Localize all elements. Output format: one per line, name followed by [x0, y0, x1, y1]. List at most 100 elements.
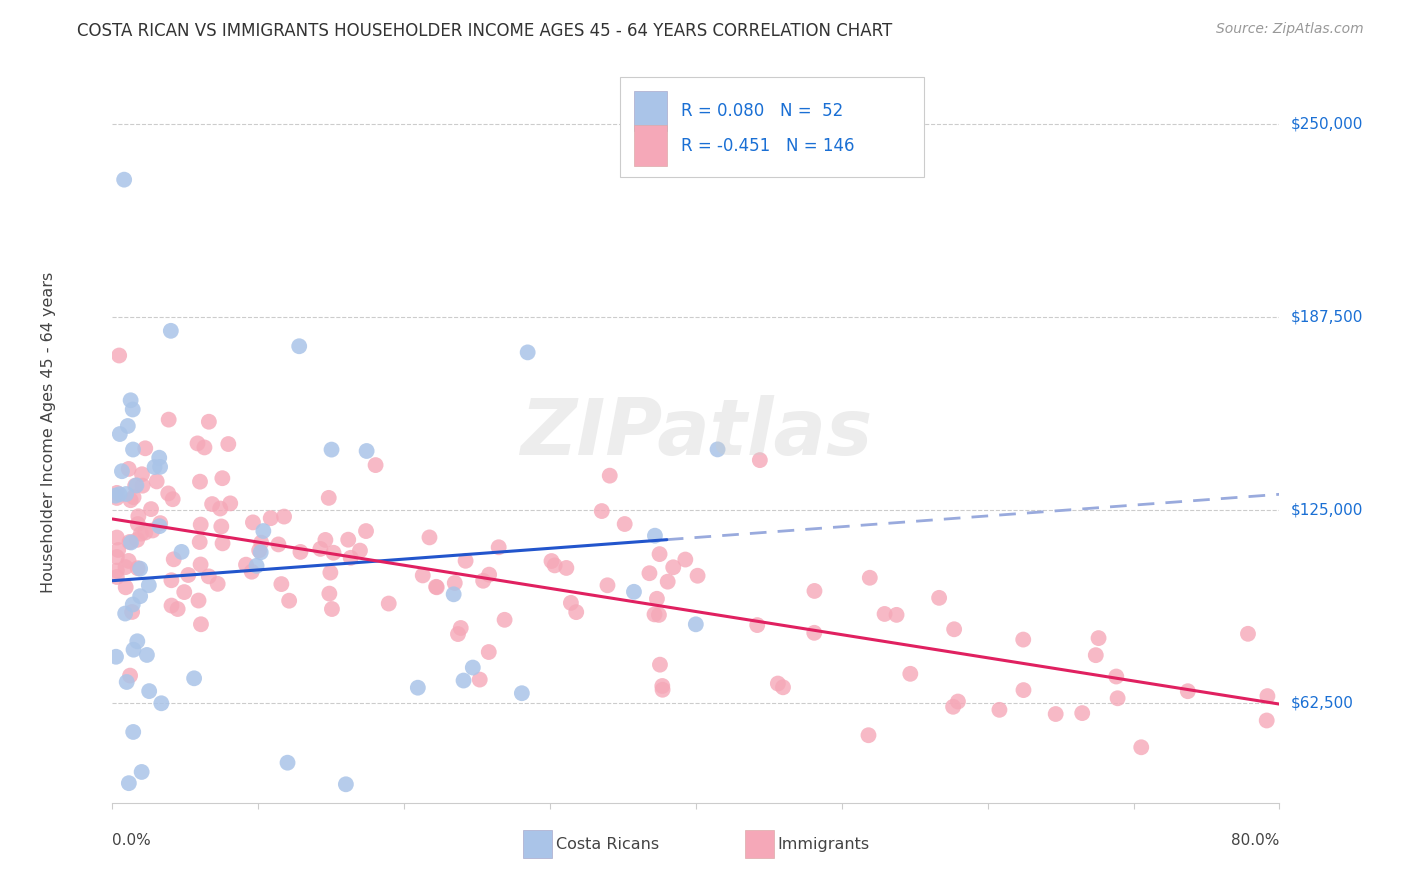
Point [638, 566, 661, 581]
Point [260, 511, 283, 525]
Point [118, 776, 141, 790]
Point [157, 486, 180, 500]
Point [1084, 648, 1107, 662]
Point [138, 684, 160, 698]
Point [242, 516, 264, 530]
Text: $62,500: $62,500 [1291, 695, 1354, 710]
Point [447, 627, 470, 641]
Point [644, 607, 666, 622]
Point [250, 535, 273, 549]
Point [105, 549, 128, 564]
Text: R = 0.080   N =  52: R = 0.080 N = 52 [681, 102, 844, 120]
Point [1105, 669, 1128, 683]
Point [188, 475, 211, 489]
Point [131, 764, 153, 779]
Point [706, 442, 728, 457]
Point [122, 725, 145, 739]
Point [121, 605, 143, 619]
Point [748, 453, 770, 467]
Point [651, 682, 673, 697]
Point [124, 478, 146, 492]
Point [207, 577, 229, 591]
Point [478, 645, 501, 659]
Point [803, 583, 825, 598]
Bar [745, 830, 775, 858]
Point [129, 562, 152, 576]
Point [613, 516, 636, 531]
Point [249, 545, 271, 559]
Text: 80.0%: 80.0% [1232, 833, 1279, 848]
Point [122, 642, 145, 657]
Point [163, 552, 186, 566]
Point [111, 464, 134, 478]
Point [217, 437, 239, 451]
Point [121, 598, 143, 612]
Point [406, 681, 429, 695]
Point [644, 529, 666, 543]
Point [488, 541, 510, 555]
Point [645, 591, 668, 606]
Point [219, 496, 242, 510]
Point [105, 570, 128, 584]
Point [104, 489, 127, 503]
Point [170, 545, 193, 559]
Point [309, 541, 332, 556]
Point [108, 487, 131, 501]
Point [240, 565, 263, 579]
Point [173, 585, 195, 599]
Point [129, 526, 152, 541]
Point [354, 524, 377, 538]
Point [114, 580, 136, 594]
Point [143, 460, 166, 475]
Point [425, 580, 447, 594]
Point [478, 567, 501, 582]
Point [596, 578, 619, 592]
Point [898, 666, 921, 681]
Point [127, 509, 149, 524]
Point [686, 568, 709, 582]
Point [858, 728, 880, 742]
Point [942, 699, 965, 714]
Point [1012, 632, 1035, 647]
Point [139, 502, 162, 516]
Point [131, 467, 153, 482]
Text: Source: ZipAtlas.com: Source: ZipAtlas.com [1216, 22, 1364, 37]
Text: Costa Ricans: Costa Ricans [555, 837, 659, 852]
Point [1107, 691, 1129, 706]
Text: $125,000: $125,000 [1291, 502, 1362, 517]
Point [290, 545, 312, 559]
Point [149, 459, 172, 474]
Point [747, 618, 769, 632]
Bar [634, 126, 666, 166]
Point [160, 599, 183, 613]
Point [157, 412, 180, 426]
Text: ZIPatlas: ZIPatlas [520, 394, 872, 471]
Point [115, 487, 138, 501]
Text: $250,000: $250,000 [1291, 117, 1362, 132]
Point [160, 324, 183, 338]
Point [337, 533, 360, 547]
Point [772, 681, 794, 695]
Point [235, 558, 257, 572]
Point [1087, 631, 1109, 645]
Point [121, 402, 143, 417]
Point [288, 339, 311, 353]
Point [648, 607, 671, 622]
Point [321, 442, 343, 457]
Point [117, 554, 139, 568]
Point [112, 172, 135, 186]
Point [873, 607, 896, 621]
Point [468, 673, 491, 687]
Text: 0.0%: 0.0% [112, 833, 152, 848]
Point [114, 607, 136, 621]
Point [356, 444, 378, 458]
Point [129, 589, 152, 603]
Point [127, 533, 149, 547]
Point [494, 613, 516, 627]
Point [555, 561, 578, 575]
Point [120, 535, 142, 549]
Point [120, 668, 142, 682]
Point [335, 777, 357, 791]
Point [198, 569, 221, 583]
Point [928, 591, 950, 605]
